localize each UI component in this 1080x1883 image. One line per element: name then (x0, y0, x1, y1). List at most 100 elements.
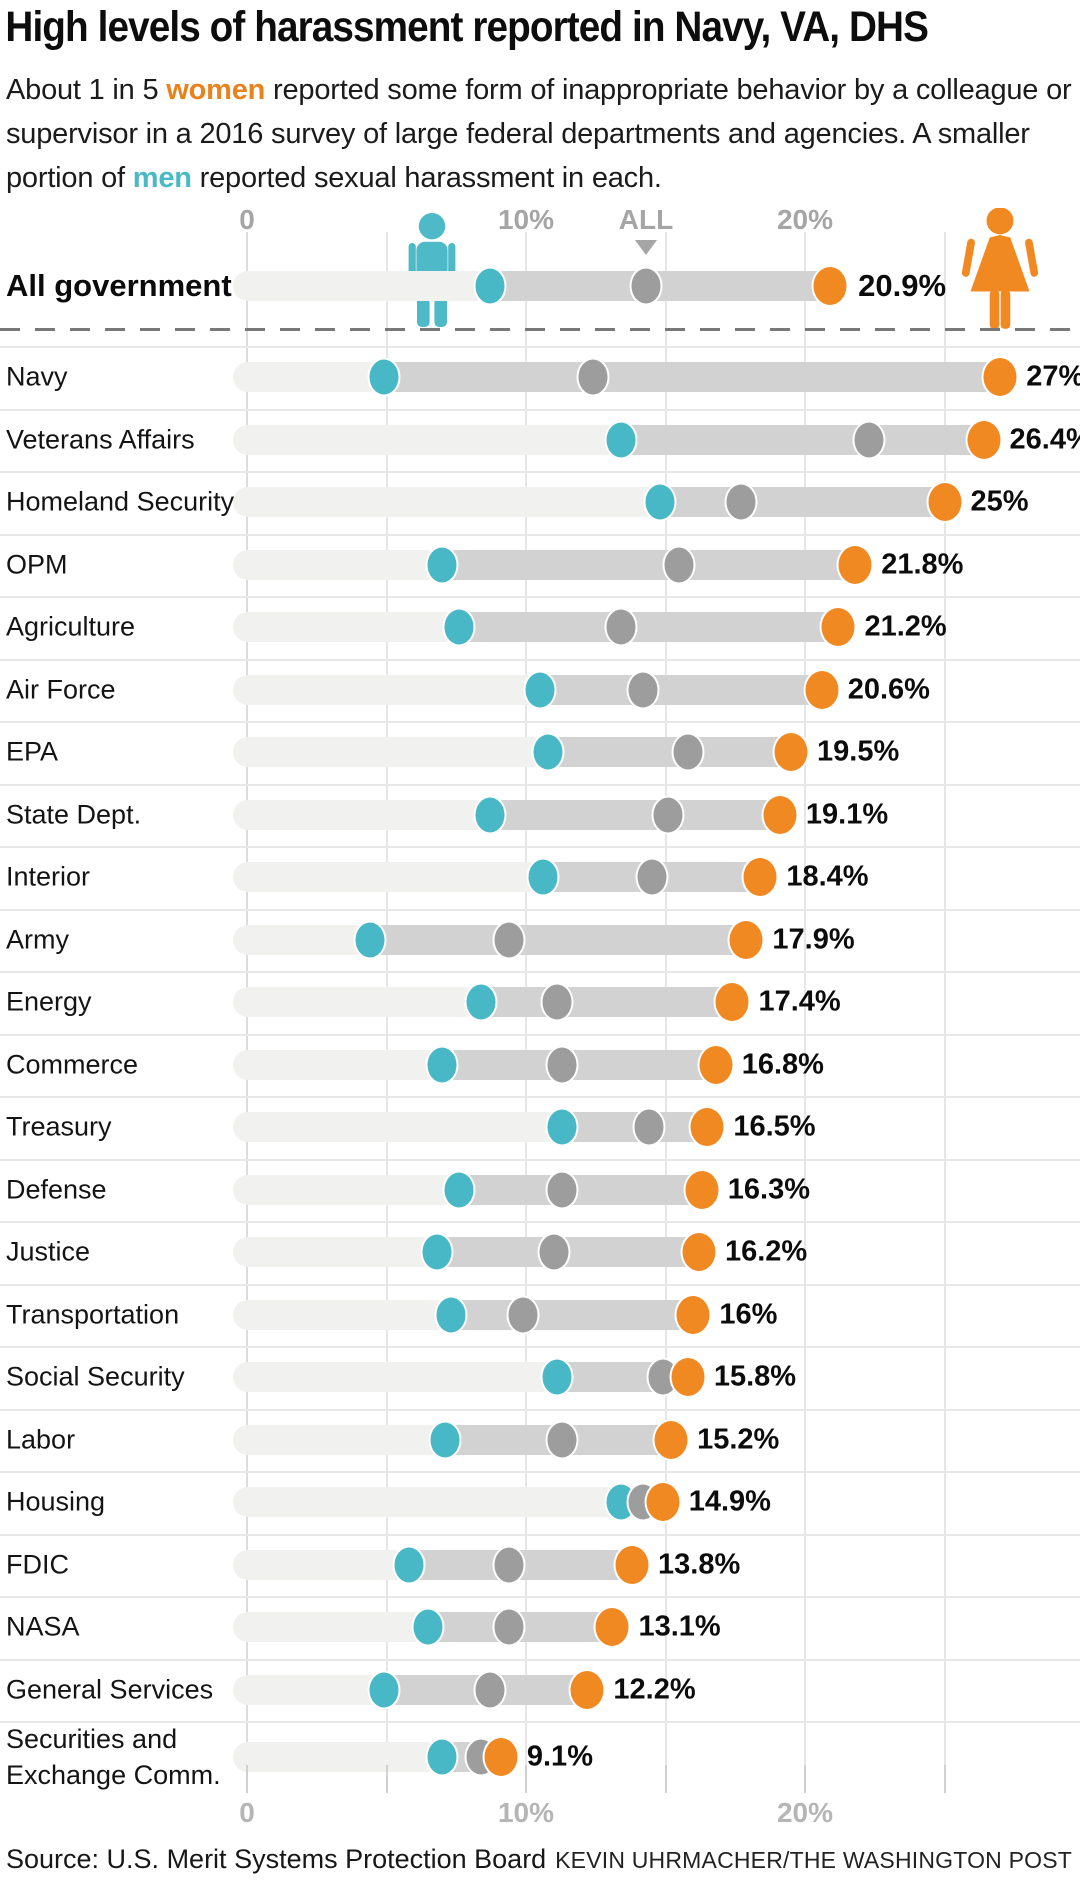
chart-row: FDIC 13.8% (0, 1534, 1080, 1597)
source-note: Source: U.S. Merit Systems Protection Bo… (6, 1844, 547, 1874)
track-dark (610, 424, 1001, 455)
track-light (233, 487, 660, 518)
chart-row: Labor 15.2% (0, 1409, 1080, 1472)
row-separator (0, 1408, 1080, 1411)
all-marker-triangle-icon (634, 240, 657, 255)
women-dot (926, 481, 963, 524)
byline-credit: KEVIN UHRMACHER/THE WASHINGTON POST (555, 1847, 1072, 1873)
row-label: Social Security (6, 1361, 185, 1392)
women-dot (652, 1418, 690, 1461)
women-dot (568, 1668, 606, 1711)
all-dot (492, 1545, 526, 1585)
chart-row: Air Force 20.6% (0, 659, 1080, 722)
track-dark (359, 924, 764, 955)
men-dot (545, 1107, 579, 1147)
row-label: NASA (6, 1611, 80, 1642)
bottom-axis-tick-label: 10% (497, 1797, 555, 1828)
row-label: Veterans Affairs (6, 424, 195, 455)
chart-row: Homeland Security 25% (0, 471, 1080, 534)
women-dot (697, 1043, 735, 1086)
chart-row: NASA 13.1% (0, 1596, 1080, 1659)
men-dot (643, 482, 677, 522)
women-dot (593, 1606, 631, 1649)
men-dot (464, 982, 498, 1022)
chart-subtitle: About 1 in 5 women reported some form of… (6, 68, 1076, 200)
men-dot (425, 545, 459, 585)
row-label: Navy (6, 361, 68, 392)
men-dot (392, 1545, 426, 1585)
women-value-label: 16% (719, 1298, 778, 1331)
track-light (233, 1299, 451, 1330)
track-light (233, 1549, 409, 1580)
women-value-label: 16.2% (724, 1235, 808, 1268)
women-dot (965, 418, 1003, 461)
row-label: Labor (6, 1424, 76, 1455)
all-dot (671, 732, 705, 772)
row-label: Energy (6, 986, 92, 1017)
track-light (233, 737, 549, 768)
women-dot (680, 1231, 718, 1274)
chart-row: General Services 12.2% (0, 1659, 1080, 1722)
all-dot (492, 1607, 526, 1647)
men-dot (526, 857, 560, 897)
row-label: OPM (6, 549, 68, 580)
men-dot (434, 1295, 468, 1335)
chart-row: Interior 18.4% (0, 846, 1080, 909)
women-value-label: 20.6% (847, 673, 930, 706)
chart-row: Treasury 16.5% (0, 1096, 1080, 1159)
all-dot (506, 1295, 540, 1335)
row-label: EPA (6, 736, 59, 767)
women-value-label: 25% (970, 485, 1029, 518)
chart-row: Transportation 16% (0, 1284, 1080, 1347)
dashed-divider (0, 328, 1080, 331)
row-label: Transportation (6, 1299, 180, 1330)
row-separator (0, 346, 1080, 348)
women-value-label: 13.1% (638, 1610, 721, 1643)
women-dot (772, 731, 810, 774)
women-dot (741, 856, 779, 899)
track-light (233, 1424, 446, 1455)
women-dot (669, 1356, 707, 1399)
track-dark (479, 799, 797, 830)
women-value-label: 15.8% (713, 1360, 797, 1393)
row-separator (0, 471, 1080, 473)
row-separator (0, 1596, 1080, 1598)
track-dark (649, 487, 962, 518)
track-dark (432, 549, 873, 580)
row-label: FDIC (6, 1549, 69, 1580)
all-dot (632, 1107, 666, 1147)
chart-row: Agriculture 21.2% (0, 596, 1080, 659)
track-light (233, 1674, 384, 1705)
track-dark (426, 1237, 716, 1268)
chart-row: Energy 17.4% (0, 971, 1080, 1034)
woman-icon (961, 208, 1039, 329)
women-value-label: 16.5% (733, 1110, 816, 1143)
row-separator (0, 846, 1080, 848)
track-light (233, 799, 490, 830)
axis-tick (246, 1765, 248, 1793)
women-value-label: 13.8% (658, 1548, 741, 1581)
row-separator (0, 1658, 1080, 1661)
row-label: General Services (6, 1674, 214, 1705)
row-label: Treasury (6, 1111, 112, 1142)
track-light (233, 1742, 443, 1772)
track-light (233, 549, 443, 580)
women-dot (674, 1293, 712, 1336)
men-dot (473, 266, 507, 306)
all-dot (651, 795, 685, 835)
men-dot (531, 732, 565, 772)
axis-tick (664, 1765, 667, 1793)
row-separator (0, 1033, 1080, 1036)
men-dot (425, 1045, 459, 1085)
track-light (233, 1362, 557, 1393)
row-label: Homeland Security (6, 486, 235, 517)
women-dot (761, 793, 799, 836)
row-label: Securities and Exchange Comm. (6, 1724, 221, 1790)
subtitle-text: reported some form of inappropriate beha… (6, 74, 1072, 194)
women-value-label: 19.1% (805, 798, 889, 831)
track-light (233, 924, 370, 955)
chart-row: Social Security 15.8% (0, 1346, 1080, 1409)
women-value-label: 14.9% (688, 1485, 771, 1518)
women-dot (688, 1106, 726, 1149)
chart-row: Justice 16.2% (0, 1221, 1080, 1284)
